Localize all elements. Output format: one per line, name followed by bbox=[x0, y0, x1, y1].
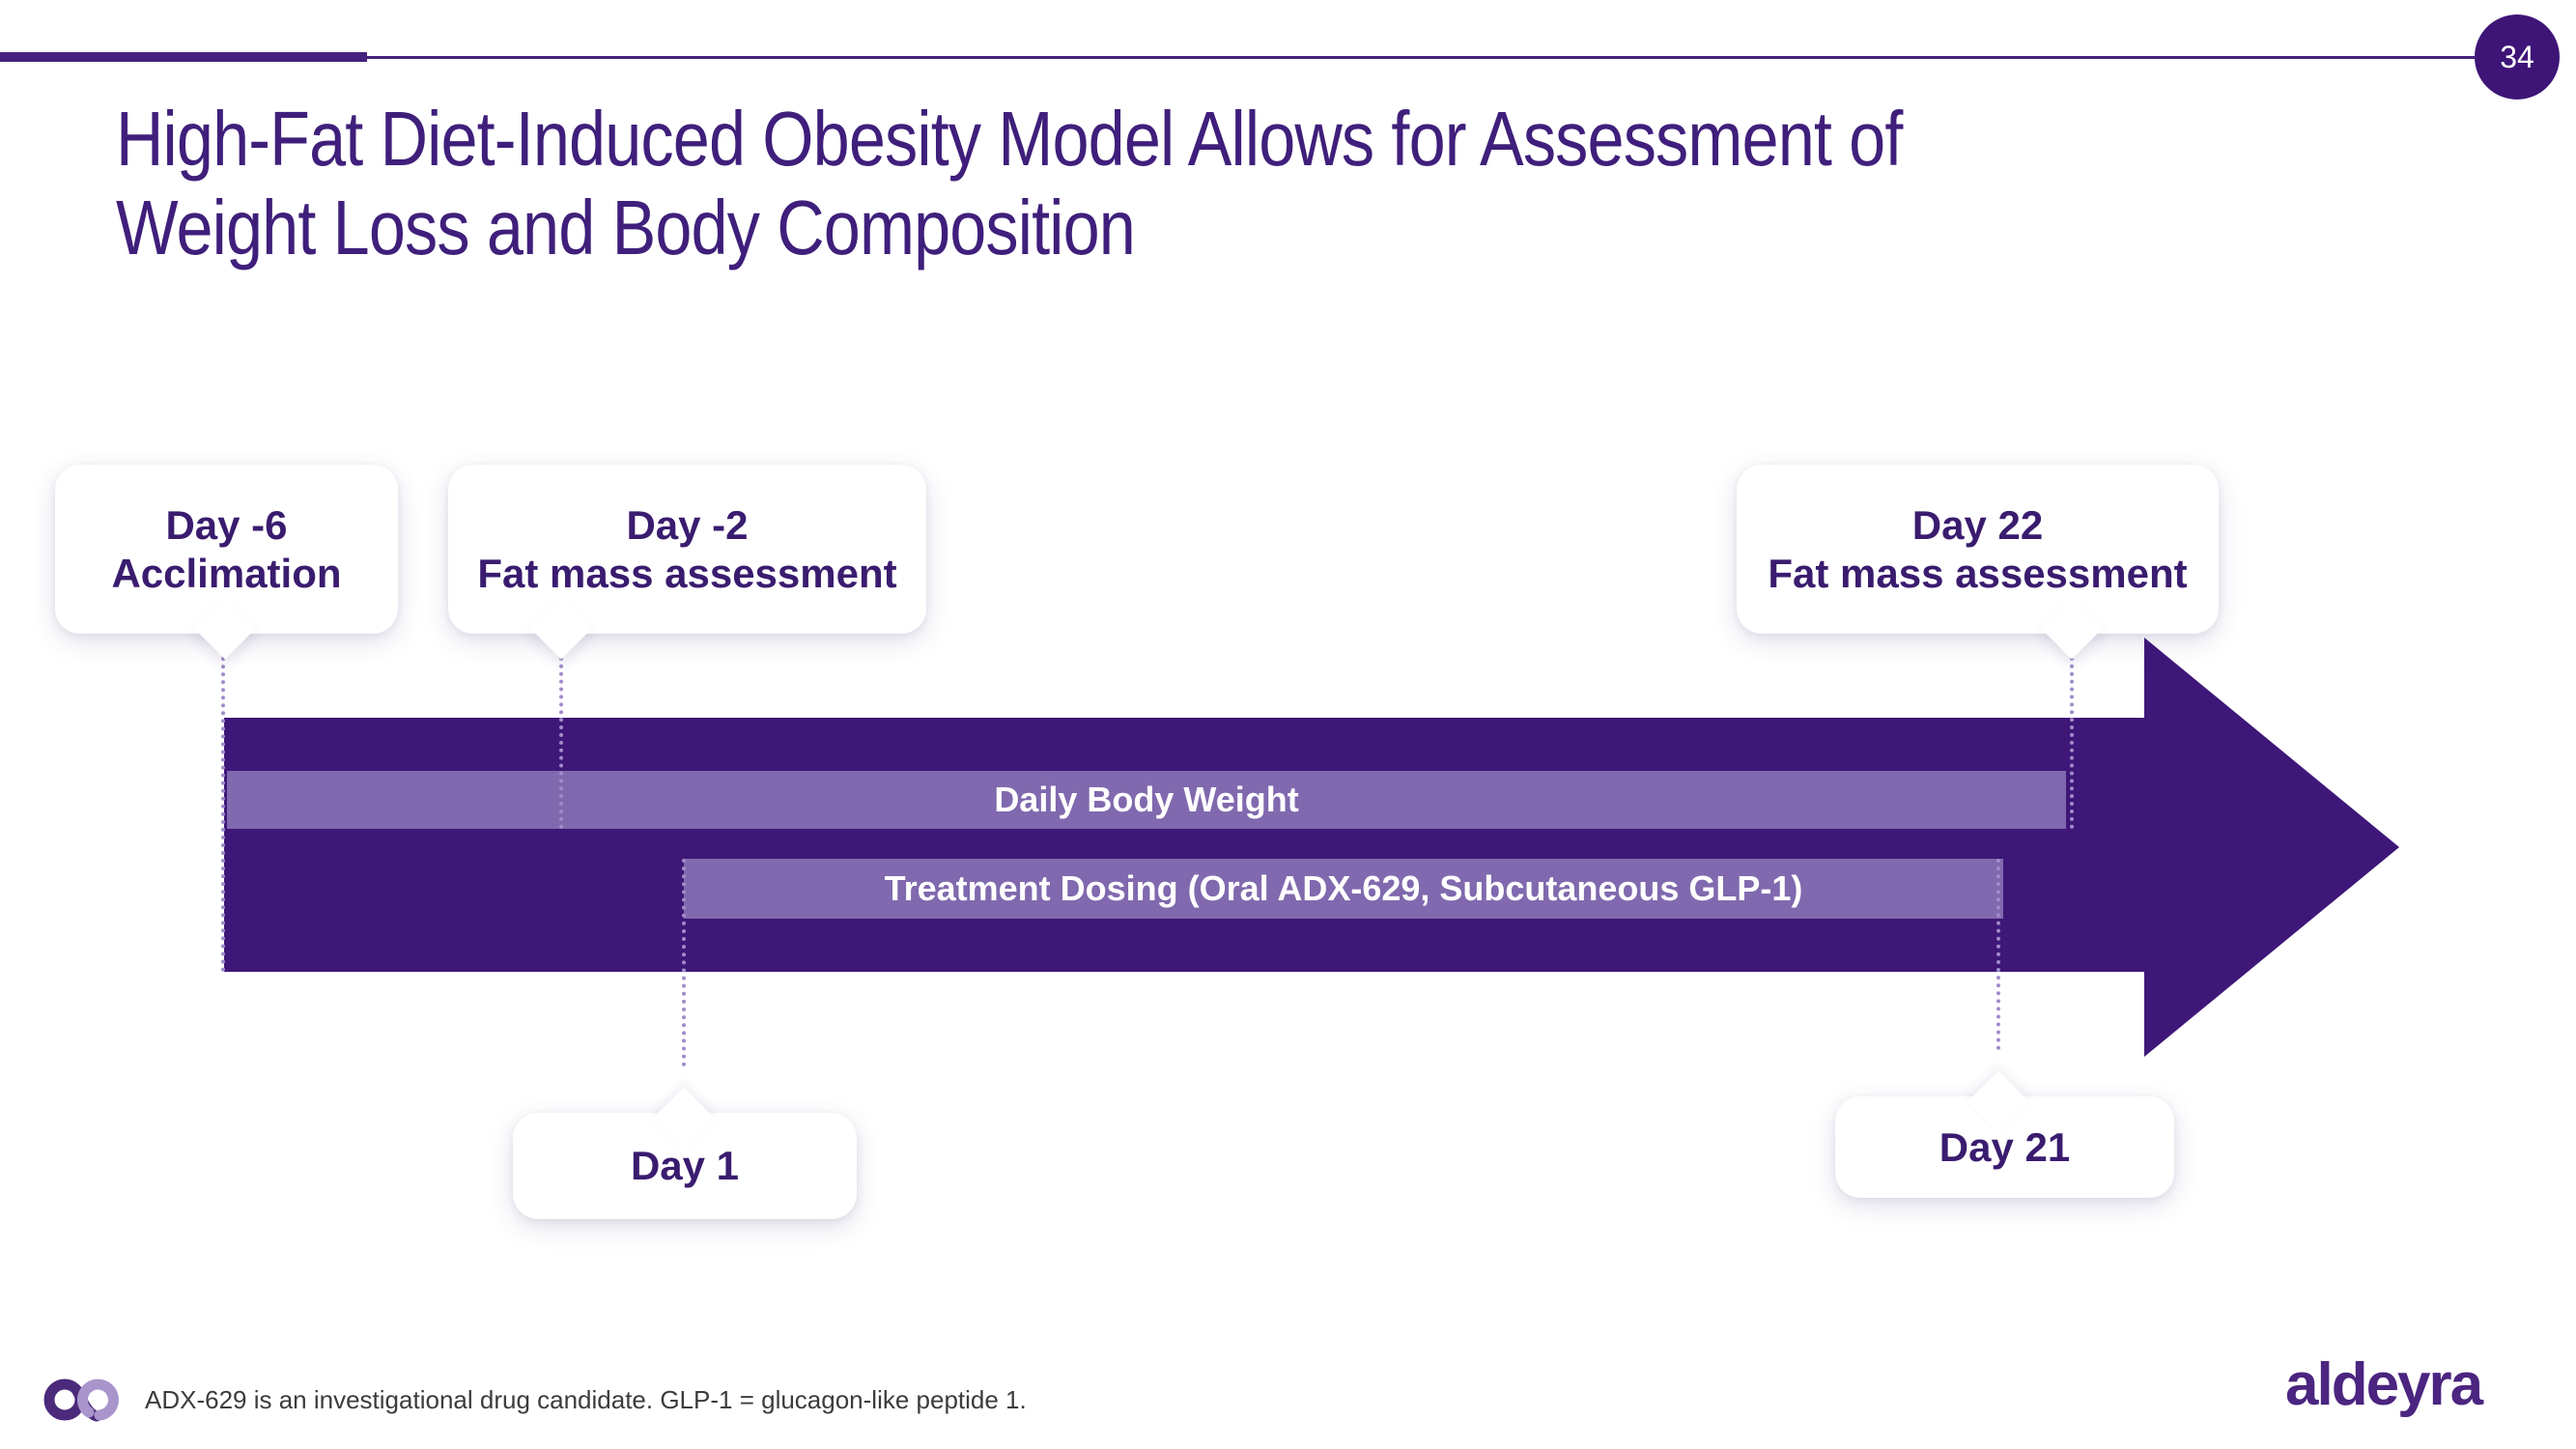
timeline-arrow-head-icon bbox=[2144, 638, 2399, 1057]
callout-day-1-day: Day 1 bbox=[630, 1143, 740, 1188]
callout-day-minus-6-day: Day -6 bbox=[165, 501, 288, 548]
slide-title: High-Fat Diet-Induced Obesity Model Allo… bbox=[116, 95, 1903, 272]
header-rule-thick bbox=[0, 52, 367, 62]
callout-day-22-label: Fat mass assessment bbox=[1768, 550, 2188, 596]
bar-treatment-dosing-label: Treatment Dosing (Oral ADX-629, Subcutan… bbox=[884, 868, 1803, 908]
dotted-connector-day-2 bbox=[559, 649, 563, 829]
bar-treatment-dosing: Treatment Dosing (Oral ADX-629, Subcutan… bbox=[684, 859, 2003, 919]
bar-daily-body-weight: Daily Body Weight bbox=[227, 771, 2066, 829]
callout-tail-down-icon bbox=[2040, 596, 2104, 660]
callout-day-minus-6-label: Acclimation bbox=[111, 550, 342, 596]
bar-daily-body-weight-label: Daily Body Weight bbox=[994, 780, 1299, 819]
callout-day-minus-2: Day -2 Fat mass assessment bbox=[448, 465, 926, 660]
callout-day-21-day: Day 21 bbox=[1939, 1123, 2071, 1170]
callout-tail-down-icon bbox=[193, 596, 257, 660]
dotted-connector-day-6 bbox=[221, 649, 225, 972]
slide-title-line-1: High-Fat Diet-Induced Obesity Model Allo… bbox=[116, 96, 1903, 182]
callout-day-22-day: Day 22 bbox=[1911, 501, 2044, 548]
callout-day-minus-2-day: Day -2 bbox=[626, 501, 749, 548]
callout-day-minus-6: Day -6 Acclimation bbox=[55, 465, 398, 660]
brand-wordmark: aldeyra bbox=[2285, 1351, 2483, 1418]
callout-day-22: Day 22 Fat mass assessment bbox=[1737, 465, 2219, 660]
page-number: 34 bbox=[2500, 39, 2534, 74]
dotted-connector-day-22 bbox=[2070, 649, 2074, 829]
footnote-text: ADX-629 is an investigational drug candi… bbox=[145, 1385, 1027, 1414]
callout-day-1: Day 1 bbox=[513, 1087, 857, 1219]
slide-title-line-2: Weight Loss and Body Composition bbox=[116, 185, 1136, 270]
callout-day-21: Day 21 bbox=[1835, 1070, 2174, 1198]
callout-tail-down-icon bbox=[529, 596, 593, 660]
dotted-connector-day-1 bbox=[682, 859, 686, 1066]
callout-day-minus-2-label: Fat mass assessment bbox=[477, 550, 897, 596]
header-rule-thin bbox=[0, 56, 2475, 59]
timeline-arrow-body bbox=[224, 718, 2144, 972]
callout-tail-up-icon bbox=[652, 1087, 716, 1151]
dotted-connector-day-21 bbox=[1996, 859, 2000, 1050]
aldeyra-infinity-logo-icon bbox=[39, 1368, 135, 1436]
page-number-badge: 34 bbox=[2475, 14, 2560, 99]
